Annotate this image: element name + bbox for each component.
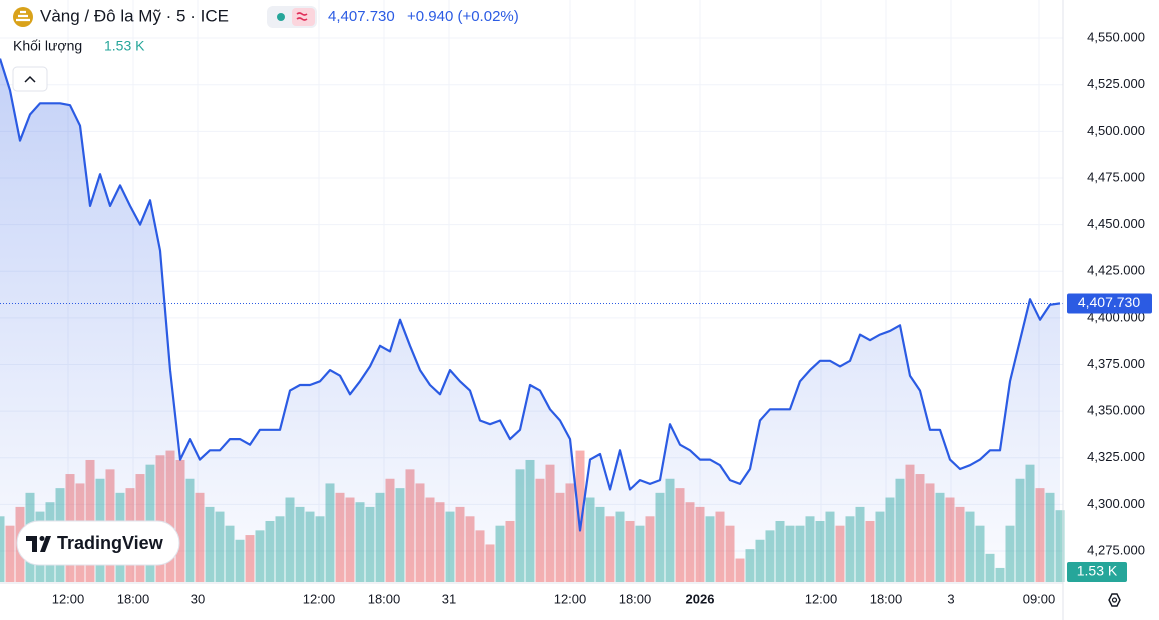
- y-tick-label: 4,525.000: [1087, 76, 1145, 91]
- x-tick-label: 2026: [686, 591, 715, 606]
- x-tick-label: 3: [947, 591, 954, 606]
- x-tick-label: 31: [442, 591, 456, 606]
- logo-mark: [39, 536, 45, 541]
- area: [0, 58, 1060, 583]
- volume-badge-label: 1.53 K: [1077, 563, 1118, 579]
- x-tick-label: 09:00: [1023, 591, 1056, 606]
- x-tick-label: 18:00: [870, 591, 903, 606]
- y-tick-label: 4,325.000: [1087, 449, 1145, 464]
- y-tick-label: 4,450.000: [1087, 216, 1145, 231]
- header-price: 4,407.730: [328, 8, 395, 25]
- y-tick-label: 4,375.000: [1087, 356, 1145, 371]
- x-tick-label: 18:00: [368, 591, 401, 606]
- x-tick-label: 12:00: [805, 591, 838, 606]
- volume-bar: [575, 450, 585, 582]
- symbol-icon-glyph: [16, 10, 30, 22]
- y-tick-label: 4,300.000: [1087, 496, 1145, 511]
- settings-icon[interactable]: [1108, 593, 1121, 607]
- collapse-icon: [24, 75, 36, 83]
- market-status: [277, 13, 285, 21]
- x-tick-label: 18:00: [619, 591, 652, 606]
- y-tick-label: 4,550.000: [1087, 29, 1145, 44]
- logo-mark: [26, 536, 51, 552]
- volume-legend-value: 1.53 K: [104, 38, 145, 54]
- price-line: [0, 58, 1061, 532]
- settings-icon: [1111, 597, 1118, 603]
- y-tick-label: 4,275.000: [1087, 542, 1145, 557]
- x-tick-label: 18:00: [117, 591, 150, 606]
- header-change: +0.940 (+0.02%): [407, 8, 519, 25]
- x-tick-label: 12:00: [52, 591, 85, 606]
- delay-badge[interactable]: [292, 8, 315, 26]
- x-tick-label: 12:00: [303, 591, 336, 606]
- delay-icon: [296, 12, 308, 21]
- collapse-button[interactable]: [12, 66, 48, 92]
- logo-text: TradingView: [57, 533, 164, 553]
- volume-badge: [1067, 562, 1127, 582]
- volume-legend-name: Khối lượng: [13, 38, 82, 54]
- y-tick-label: 4,425.000: [1087, 263, 1145, 278]
- x-tick-label: 30: [191, 591, 205, 606]
- symbol-title[interactable]: Vàng / Đô la Mỹ · 5 · ICE: [40, 6, 229, 25]
- x-tick-label: 12:00: [554, 591, 587, 606]
- y-tick-label: 4,500.000: [1087, 123, 1145, 138]
- logo-badge[interactable]: [16, 520, 180, 566]
- y-tick-label: 4,350.000: [1087, 403, 1145, 418]
- last-price-badge: [1067, 293, 1152, 314]
- last-price-label: 4,407.730: [1078, 294, 1140, 310]
- y-tick-label: 4,475.000: [1087, 169, 1145, 184]
